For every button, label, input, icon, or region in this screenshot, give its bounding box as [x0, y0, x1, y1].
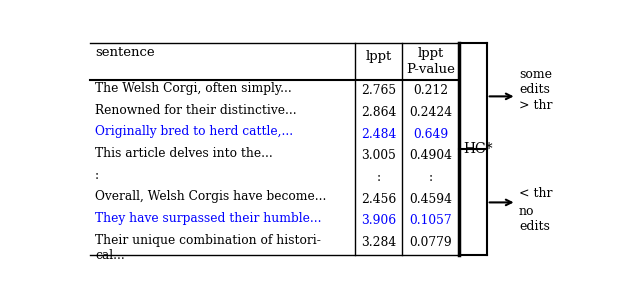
- Text: 2.484: 2.484: [361, 128, 397, 141]
- Text: Originally bred to herd cattle,...: Originally bred to herd cattle,...: [95, 125, 293, 138]
- Text: They have surpassed their humble...: They have surpassed their humble...: [95, 212, 321, 225]
- Text: Renowned for their distinctive...: Renowned for their distinctive...: [95, 104, 296, 117]
- Text: 2.864: 2.864: [361, 106, 397, 119]
- Text: 0.4904: 0.4904: [410, 149, 452, 162]
- Text: 0.212: 0.212: [413, 84, 449, 97]
- Text: 3.906: 3.906: [361, 215, 396, 227]
- Text: 3.005: 3.005: [362, 149, 396, 162]
- Text: 0.1057: 0.1057: [410, 215, 452, 227]
- Text: > thr: > thr: [519, 99, 552, 112]
- Text: 0.0779: 0.0779: [410, 236, 452, 249]
- Text: 2.765: 2.765: [361, 84, 396, 97]
- Text: 0.4594: 0.4594: [410, 193, 452, 206]
- Text: 0.2424: 0.2424: [410, 106, 452, 119]
- Text: :: :: [429, 171, 433, 184]
- Text: :: :: [95, 169, 99, 181]
- Text: lppt: lppt: [365, 50, 392, 63]
- Text: :: :: [377, 171, 381, 184]
- Text: The Welsh Corgi, often simply...: The Welsh Corgi, often simply...: [95, 82, 292, 95]
- Text: 3.284: 3.284: [361, 236, 396, 249]
- Text: sentence: sentence: [95, 46, 154, 59]
- Text: no
edits: no edits: [519, 205, 550, 233]
- Text: lppt
P-value: lppt P-value: [406, 47, 455, 76]
- Text: Their unique combination of histori-
cal...: Their unique combination of histori- cal…: [95, 234, 321, 262]
- Text: Overall, Welsh Corgis have become...: Overall, Welsh Corgis have become...: [95, 190, 326, 203]
- Text: HC*: HC*: [463, 142, 493, 156]
- Text: some
edits: some edits: [519, 68, 552, 96]
- Text: This article delves into the...: This article delves into the...: [95, 147, 273, 160]
- Text: < thr: < thr: [519, 187, 552, 200]
- Text: 0.649: 0.649: [413, 128, 449, 141]
- Text: 2.456: 2.456: [361, 193, 396, 206]
